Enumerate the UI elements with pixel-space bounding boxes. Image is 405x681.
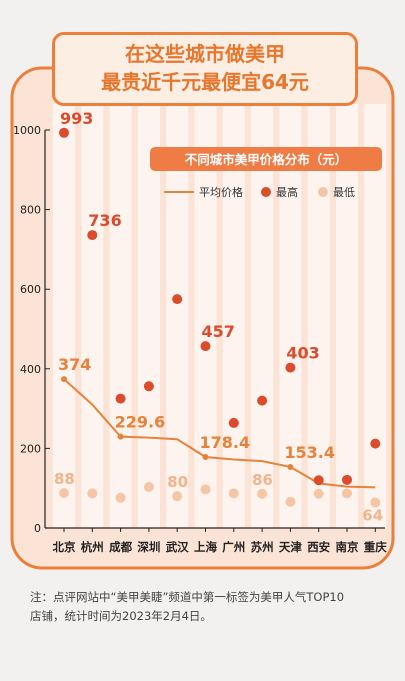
legend-swatch-max xyxy=(261,187,271,197)
x-tick-label: 北京 xyxy=(53,540,76,554)
min-price-point xyxy=(370,497,381,508)
chart-title: 不同城市美甲价格分布（元） xyxy=(185,152,348,167)
avg-price-point xyxy=(202,453,209,460)
data-label: 153.4 xyxy=(284,443,335,462)
data-label: 80 xyxy=(167,473,188,491)
data-label: 86 xyxy=(252,471,273,489)
min-price-point xyxy=(87,488,98,499)
y-tick-label: 800 xyxy=(20,204,41,217)
x-tick-label: 西安 xyxy=(307,540,330,554)
max-price-point xyxy=(172,294,183,305)
x-tick-label: 上海 xyxy=(194,540,217,554)
max-price-point xyxy=(342,474,352,485)
min-price-point xyxy=(228,488,239,499)
column-strip xyxy=(336,104,358,528)
max-price-point xyxy=(115,393,126,404)
y-tick-label: 400 xyxy=(20,363,41,376)
x-tick-label: 重庆 xyxy=(364,540,387,554)
y-tick-label: 0 xyxy=(34,522,41,535)
min-price-point xyxy=(143,482,154,493)
x-tick-label: 武汉 xyxy=(166,540,189,554)
min-price-point xyxy=(172,491,183,502)
data-label: 229.6 xyxy=(115,413,166,432)
avg-price-point xyxy=(117,433,124,440)
chart-title-box xyxy=(150,147,382,171)
avg-price-point xyxy=(287,463,294,470)
min-price-point xyxy=(115,492,126,503)
data-label: 457 xyxy=(202,322,235,341)
x-tick-label: 南京 xyxy=(336,540,359,554)
max-price-point xyxy=(370,438,381,449)
column-strip xyxy=(109,104,132,528)
footnote-line-1: 注：点评网站中“美甲美睫”频道中第一标签为美甲人气TOP10 xyxy=(30,590,344,604)
x-tick-label: 广州 xyxy=(222,540,245,554)
avg-price-line xyxy=(63,378,376,489)
data-label: 64 xyxy=(362,507,383,525)
max-price-point xyxy=(228,417,239,428)
x-tick-label: 杭州 xyxy=(81,540,104,554)
legend-label-avg: 平均价格 xyxy=(199,185,243,199)
min-price-point xyxy=(342,488,352,499)
x-tick-label: 苏州 xyxy=(251,540,274,554)
min-price-point xyxy=(285,496,296,507)
min-price-point xyxy=(313,488,324,499)
y-tick-label: 200 xyxy=(20,442,41,455)
x-tick-label: 成都 xyxy=(109,540,132,554)
max-price-point xyxy=(313,475,324,486)
min-price-point xyxy=(59,487,69,498)
x-tick-label: 天津 xyxy=(279,540,302,554)
legend-label-max: 最高 xyxy=(276,185,298,199)
column-strip xyxy=(53,104,75,528)
title-line-1: 在这些城市做美甲 xyxy=(125,42,285,66)
column-strip xyxy=(279,104,302,528)
footnote-line-2: 店铺，统计时间为2023年2月4日。 xyxy=(30,609,212,623)
data-label: 736 xyxy=(88,211,121,230)
column-strip xyxy=(81,104,104,528)
legend-swatch-min xyxy=(318,187,328,197)
title-box: 在这些城市做美甲 最贵近千元最便宜64元 xyxy=(52,32,358,106)
data-label: 88 xyxy=(54,470,75,488)
column-strip xyxy=(251,104,274,528)
legend-label-min: 最低 xyxy=(333,186,355,199)
data-label: 993 xyxy=(60,109,93,128)
column-strip xyxy=(307,104,330,528)
x-tick-label: 深圳 xyxy=(137,540,160,554)
data-label: 178.4 xyxy=(200,433,251,452)
column-strip xyxy=(166,104,189,528)
column-strip xyxy=(137,104,160,528)
max-price-point xyxy=(87,230,98,241)
column-strip xyxy=(222,104,245,528)
data-label: 403 xyxy=(286,344,319,363)
max-price-point xyxy=(257,395,268,406)
min-price-point xyxy=(257,488,268,499)
data-label: 374 xyxy=(58,355,91,374)
min-price-point xyxy=(200,484,211,495)
max-price-point xyxy=(59,127,69,138)
column-strip xyxy=(364,104,387,528)
y-tick-label: 1000 xyxy=(13,124,41,137)
max-price-point xyxy=(285,362,296,373)
column-strip xyxy=(194,104,217,528)
max-price-point xyxy=(200,341,211,352)
title-line-2: 最贵近千元最便宜64元 xyxy=(101,70,309,94)
max-price-point xyxy=(143,381,154,392)
avg-price-point xyxy=(61,376,67,383)
y-tick-label: 600 xyxy=(20,283,41,296)
